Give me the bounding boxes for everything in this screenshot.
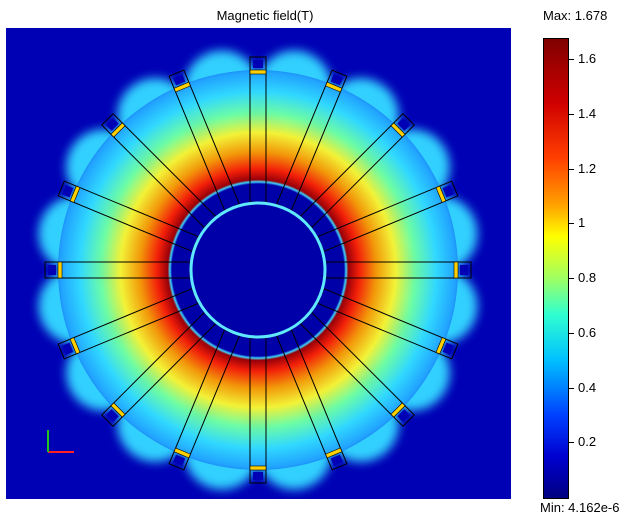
colorbar-tick-label: 0.4 [578, 379, 597, 395]
colorbar-tick-label: 0.2 [578, 434, 597, 450]
plot-title: Magnetic field(T) [216, 8, 314, 23]
slot-tip [62, 342, 74, 355]
slot-band [249, 69, 267, 75]
slot-band [69, 185, 81, 203]
slot-band [69, 337, 81, 355]
slot-band [110, 122, 126, 138]
colorbar-tick [568, 278, 574, 280]
slot-band [325, 81, 343, 93]
axis-triad-icon [47, 430, 74, 453]
colorbar-tick [568, 168, 574, 170]
colorbar-max-label: Max: 1.678 [543, 8, 608, 23]
colorbar-tick [568, 223, 574, 225]
slot-tip [105, 409, 119, 423]
slot-tip [397, 409, 411, 423]
slot-band [173, 81, 191, 93]
slot-tip [105, 117, 119, 131]
stator-slot [317, 287, 459, 360]
slot-tip [460, 265, 468, 275]
slot-tip [173, 454, 186, 466]
colorbar-tick [568, 387, 574, 389]
slot-band [249, 465, 267, 471]
colorbar-min-label: Min: 4.162e-6 [540, 500, 620, 515]
field-plot [6, 28, 511, 499]
slot-tip [62, 185, 74, 198]
slot-tip [48, 265, 56, 275]
slot-tip [173, 74, 186, 86]
stator-slot [168, 329, 241, 471]
colorbar [543, 38, 569, 499]
slot-band [390, 122, 406, 138]
stator-slot [57, 180, 199, 253]
colorbar-tick [568, 59, 574, 61]
slot-tip [397, 117, 411, 131]
bore [189, 201, 327, 339]
slot-tip [253, 472, 263, 480]
stator-slot [299, 311, 415, 427]
colorbar-tick-label: 0.6 [578, 324, 597, 340]
slot-band [173, 447, 191, 459]
slot-tip [330, 74, 343, 86]
slot-tip [442, 185, 454, 198]
slot-band [110, 402, 126, 418]
slot-band [325, 447, 343, 459]
slot-tip [330, 454, 343, 466]
colorbar-tick-label: 1.2 [578, 160, 597, 176]
slot-band [390, 402, 406, 418]
slot-band [453, 261, 459, 279]
slot-band [435, 337, 447, 355]
slot-tip [442, 342, 454, 355]
colorbar-tick [568, 332, 574, 334]
colorbar-tick-label: 0.8 [578, 270, 597, 286]
slot-band [57, 261, 63, 279]
slot-band [435, 185, 447, 203]
colorbar-tick [568, 114, 574, 116]
colorbar-tick [568, 442, 574, 444]
colorbar-tick-label: 1.6 [578, 51, 597, 67]
colorbar-tick-label: 1.4 [578, 106, 597, 122]
colorbar-tick-label: 1 [578, 215, 586, 231]
stator-slots [44, 56, 472, 484]
slot-tip [253, 60, 263, 68]
